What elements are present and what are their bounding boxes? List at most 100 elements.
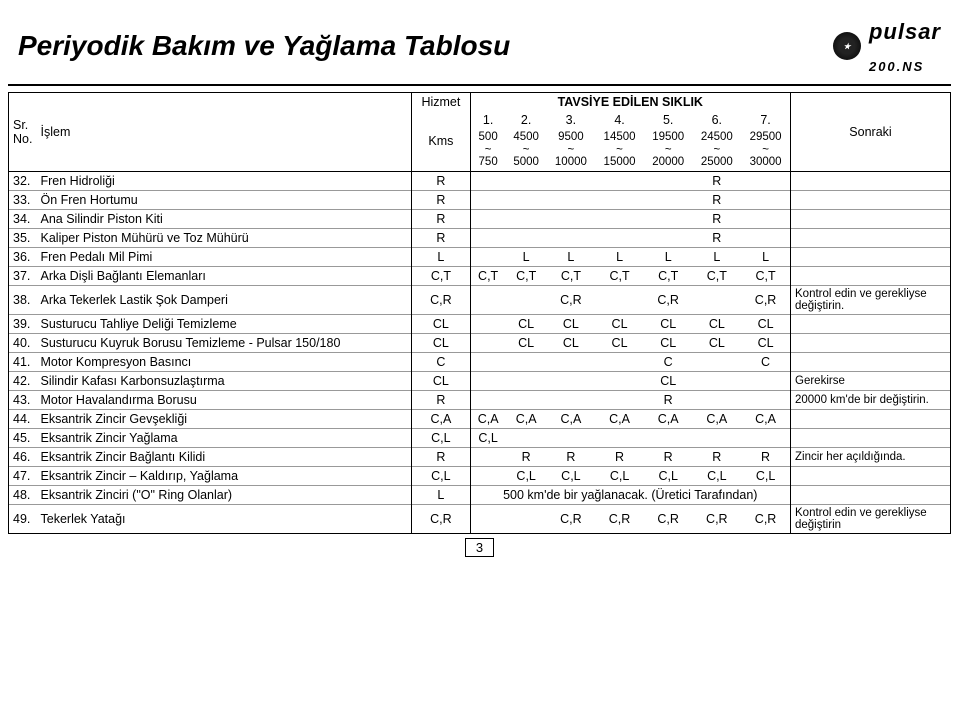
row-val: L — [741, 247, 790, 266]
brand-name: pulsar — [869, 19, 941, 44]
row-val — [693, 390, 742, 409]
row-islem: Eksantrik Zincir Yağlama — [37, 428, 412, 447]
row-val — [595, 228, 644, 247]
row-val: C,L — [470, 428, 506, 447]
row-hizmet: C,T — [412, 266, 470, 285]
row-val: R — [693, 447, 742, 466]
hdr-km-2: 4500~5000 — [506, 129, 547, 171]
row-sonraki — [791, 171, 951, 190]
hdr-sonraki: Sonraki — [791, 93, 951, 172]
row-val: CL — [506, 333, 547, 352]
row-val — [595, 352, 644, 371]
row-val: C,T — [470, 266, 506, 285]
row-val: R — [693, 209, 742, 228]
row-no: 43. — [9, 390, 37, 409]
row-val: C,L — [547, 466, 596, 485]
hdr-col-2: 2. — [506, 111, 547, 129]
row-val — [595, 428, 644, 447]
row-val: C,A — [741, 409, 790, 428]
row-val — [506, 190, 547, 209]
row-val: CL — [595, 314, 644, 333]
table-row: 36.Fren Pedalı Mil PimiLLLLLLL — [9, 247, 951, 266]
row-no: 36. — [9, 247, 37, 266]
row-val — [470, 171, 506, 190]
row-val: C,A — [547, 409, 596, 428]
row-islem: Susturucu Tahliye Deliği Temizleme — [37, 314, 412, 333]
row-val — [547, 428, 596, 447]
row-val: C,T — [506, 266, 547, 285]
row-val: L — [644, 247, 693, 266]
row-val — [470, 447, 506, 466]
table-header: Sr. No. İşlem Hizmet TAVSİYE EDİLEN SIKL… — [9, 93, 951, 172]
row-val: C,T — [547, 266, 596, 285]
row-islem: Silindir Kafası Karbonsuzlaştırma — [37, 371, 412, 390]
table-row: 39.Susturucu Tahliye Deliği TemizlemeCLC… — [9, 314, 951, 333]
row-val — [693, 352, 742, 371]
maintenance-table: Sr. No. İşlem Hizmet TAVSİYE EDİLEN SIKL… — [8, 92, 951, 534]
row-sonraki — [791, 314, 951, 333]
row-val: CL — [693, 314, 742, 333]
row-islem: Ana Silindir Piston Kiti — [37, 209, 412, 228]
table-row: 33.Ön Fren HortumuRR — [9, 190, 951, 209]
row-val — [470, 209, 506, 228]
row-val: CL — [547, 314, 596, 333]
table-row: 37.Arka Dişli Bağlantı ElemanlarıC,TC,TC… — [9, 266, 951, 285]
row-islem: Ön Fren Hortumu — [37, 190, 412, 209]
row-no: 46. — [9, 447, 37, 466]
row-islem: Eksantrik Zinciri ("O" Ring Olanlar) — [37, 485, 412, 504]
row-val: C — [644, 352, 693, 371]
row-val: C,R — [644, 504, 693, 533]
table-row: 47.Eksantrik Zincir – Kaldırıp, YağlamaC… — [9, 466, 951, 485]
row-val — [595, 209, 644, 228]
row-sonraki — [791, 190, 951, 209]
row-val: CL — [693, 333, 742, 352]
row-val: CL — [644, 333, 693, 352]
row-val — [506, 171, 547, 190]
row-no: 41. — [9, 352, 37, 371]
row-sonraki — [791, 266, 951, 285]
row-val — [547, 171, 596, 190]
row-no: 45. — [9, 428, 37, 447]
row-no: 49. — [9, 504, 37, 533]
hdr-km-1: 500~750 — [470, 129, 506, 171]
hdr-km-3: 9500~10000 — [547, 129, 596, 171]
row-hizmet: R — [412, 447, 470, 466]
row-islem: Arka Dişli Bağlantı Elemanları — [37, 266, 412, 285]
row-val — [741, 171, 790, 190]
table-row: 43.Motor Havalandırma BorusuRR20000 km'd… — [9, 390, 951, 409]
row-hizmet: R — [412, 190, 470, 209]
row-val — [595, 285, 644, 314]
row-hizmet: CL — [412, 333, 470, 352]
row-val: L — [547, 247, 596, 266]
row-val: R — [741, 447, 790, 466]
hdr-km-4: 14500~15000 — [595, 129, 644, 171]
row-val: C,T — [595, 266, 644, 285]
hdr-col-3: 3. — [547, 111, 596, 129]
row-hizmet: R — [412, 228, 470, 247]
table-row: 42.Silindir Kafası KarbonsuzlaştırmaCLCL… — [9, 371, 951, 390]
row-islem: Arka Tekerlek Lastik Şok Damperi — [37, 285, 412, 314]
row-val — [595, 371, 644, 390]
hdr-kms: Kms — [412, 111, 470, 171]
brand-logos: ★ pulsar 200.NS — [833, 14, 941, 78]
row-val: R — [693, 190, 742, 209]
row-hizmet: L — [412, 247, 470, 266]
row-val — [693, 371, 742, 390]
row-hizmet: C — [412, 352, 470, 371]
row-islem: Fren Hidroliği — [37, 171, 412, 190]
row-val: C,R — [644, 285, 693, 314]
row-val — [470, 504, 506, 533]
row-val — [741, 228, 790, 247]
row-sonraki: Gerekirse — [791, 371, 951, 390]
row-val — [470, 333, 506, 352]
row-val — [741, 390, 790, 409]
row-val: C,A — [693, 409, 742, 428]
row-val: C,L — [595, 466, 644, 485]
row-val — [506, 209, 547, 228]
row-val — [547, 190, 596, 209]
row-val: CL — [741, 333, 790, 352]
row-hizmet: CL — [412, 314, 470, 333]
table-row: 38.Arka Tekerlek Lastik Şok DamperiC,RC,… — [9, 285, 951, 314]
row-sonraki: Zincir her açıldığında. — [791, 447, 951, 466]
row-val: C,T — [693, 266, 742, 285]
